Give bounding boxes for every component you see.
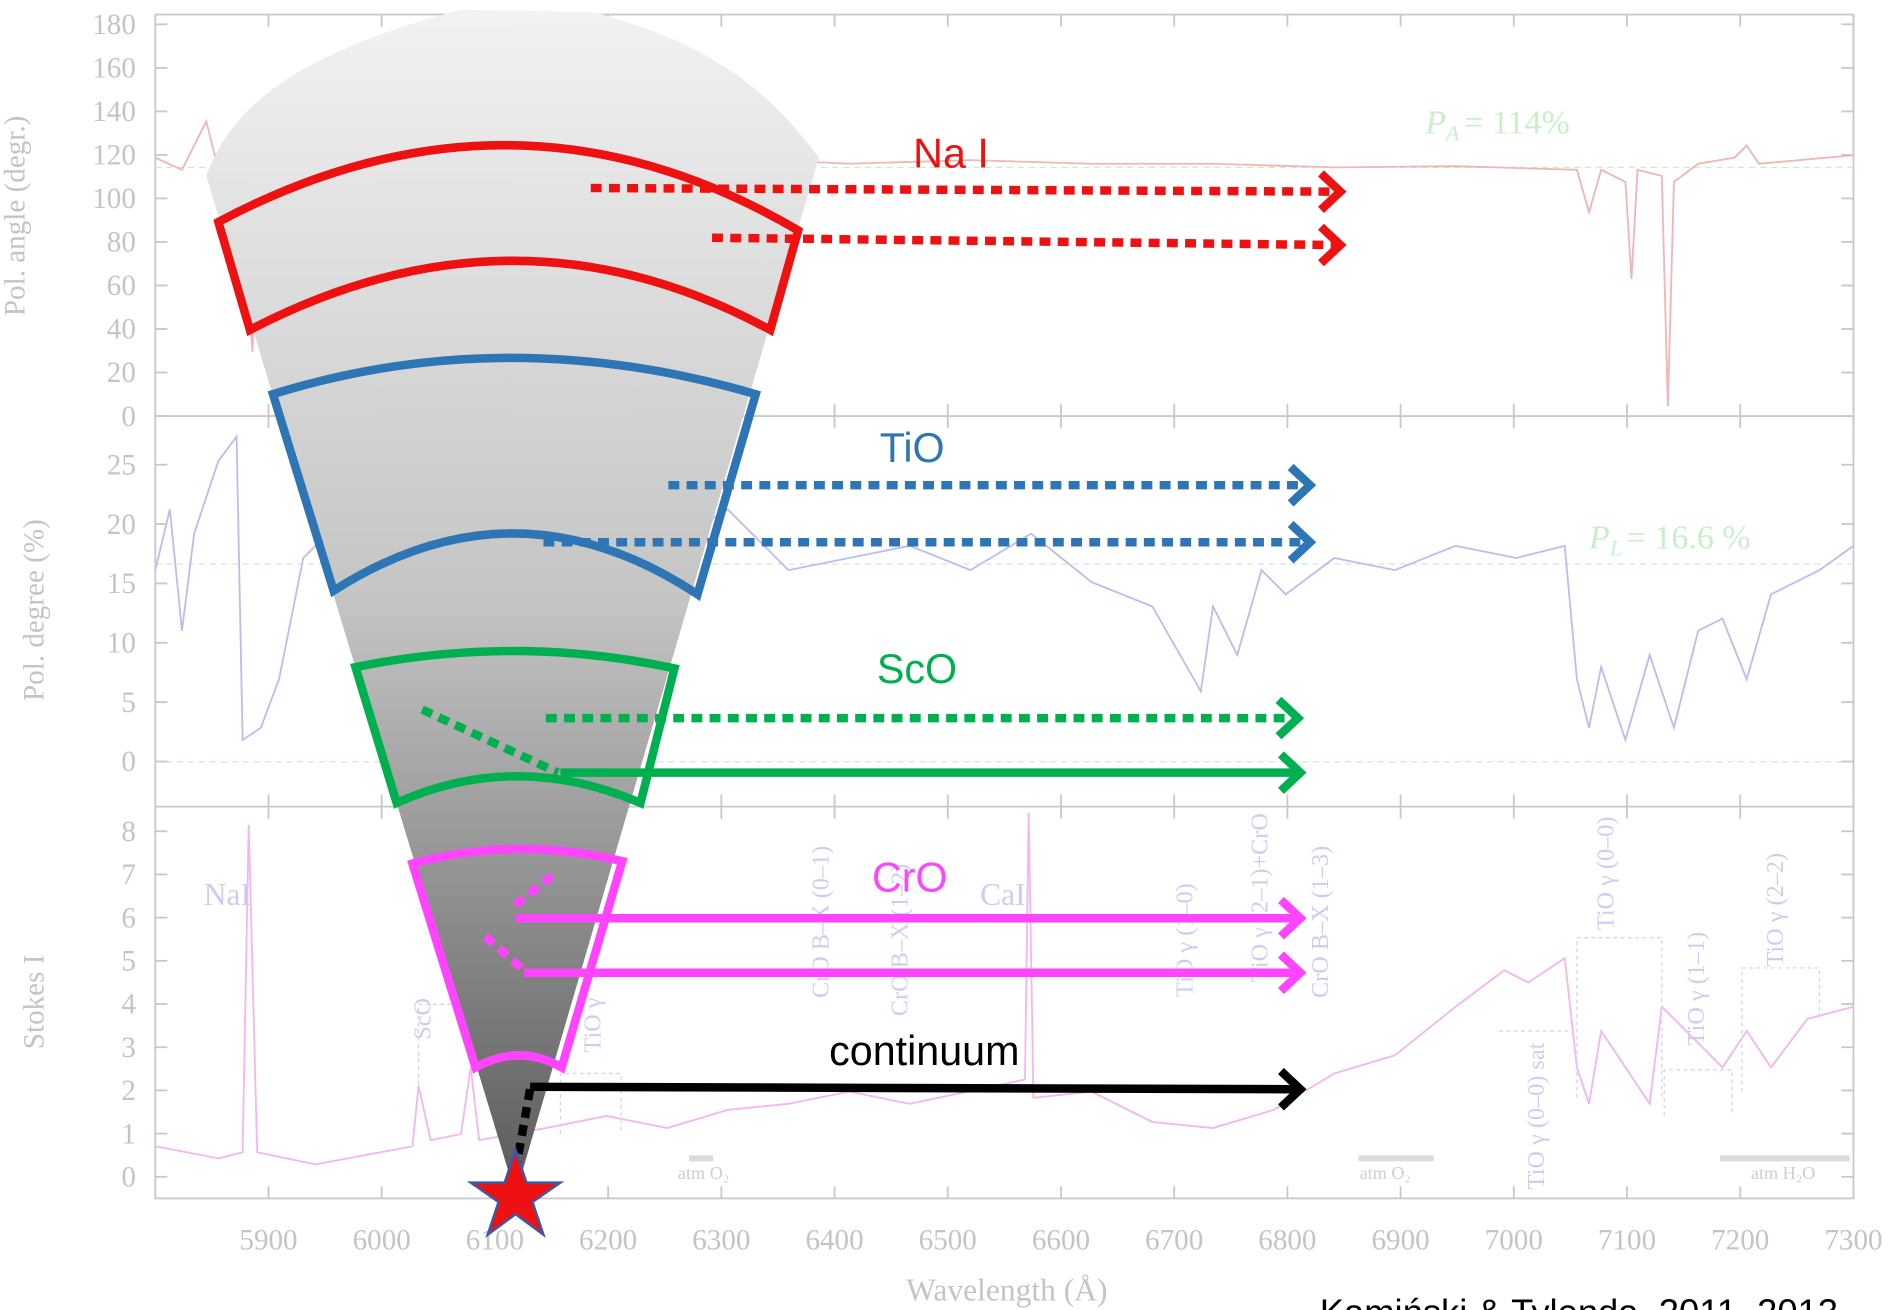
y-tick-label: 0 (121, 1162, 136, 1194)
band-label: TiO γ (2–2) (1762, 853, 1789, 967)
y-tick-label: 40 (107, 314, 136, 346)
y-tick-label: 15 (107, 568, 136, 600)
band-label: TiO γ (1–1) (1683, 932, 1710, 1046)
y-tick-label: 7 (121, 859, 136, 891)
annotation-subscript: A (1444, 122, 1460, 146)
y-tick-label: 20 (107, 509, 136, 541)
figure: Pol. angle (degr.) Pol. degree (%) Stoke… (0, 0, 1902, 1310)
y-tick-label: 140 (92, 96, 136, 128)
x-tick-label: 6400 (805, 1224, 863, 1256)
band-label: TiO γ (0–0) sat (1523, 1042, 1550, 1189)
caption: Kamiński & Tylenda, 2011, 2013 (1320, 1292, 1838, 1310)
x-tick-label: 6600 (1032, 1224, 1090, 1256)
y-axis-label: Pol. angle (degr.) (0, 116, 31, 316)
annotation-symbol: P (1588, 519, 1610, 556)
band-label: CrO B–X (1–3) (1307, 846, 1334, 998)
line-label: NaI (204, 877, 251, 912)
telluric-label: atm H₂O (1751, 1163, 1815, 1183)
y-tick-label: 5 (121, 946, 136, 978)
y-axis-label: Pol. degree (%) (19, 519, 51, 701)
shell-label: Na I (913, 130, 989, 176)
arrow-shaft (712, 238, 1335, 245)
x-tick-label: 7200 (1711, 1224, 1769, 1256)
telluric-label: atm O₂ (1360, 1163, 1411, 1183)
y-tick-label: 25 (107, 449, 136, 481)
annotation-symbol: P (1424, 104, 1446, 141)
x-tick-label: 6000 (353, 1224, 411, 1256)
y-tick-label: 100 (92, 183, 136, 215)
x-tick-label: 6500 (919, 1224, 977, 1256)
diagram: Na I TiO ScO CrO continuum (206, 10, 1340, 1235)
y-axis-label: Stokes I (19, 955, 51, 1050)
shell-label: continuum (829, 1028, 1019, 1074)
y-tick-label: 20 (107, 357, 136, 389)
y-tick-label: 180 (92, 9, 136, 41)
star (471, 1150, 561, 1235)
y-tick-label: 0 (121, 401, 136, 433)
y-tick-label: 2 (121, 1075, 136, 1107)
telluric-label: atm O₂ (678, 1163, 729, 1183)
x-tick-label: 6700 (1145, 1224, 1203, 1256)
annotation-subscript: L (1609, 537, 1622, 561)
y-tick-label: 8 (121, 816, 136, 848)
band-label: ScO (410, 998, 437, 1040)
band-label: TiO γ (2–1)+CrO (1247, 813, 1274, 982)
x-tick-label: 7300 (1824, 1224, 1882, 1256)
y-tick-label: 10 (107, 627, 136, 659)
annotation: PA= 114% (1424, 104, 1570, 145)
shell-label: CrO (872, 855, 948, 901)
y-tick-label: 120 (92, 140, 136, 172)
y-tick-label: 0 (121, 746, 136, 778)
x-tick-label: 5900 (239, 1224, 297, 1256)
y-tick-label: 1 (121, 1118, 136, 1150)
band-label: TiO γ (1–0) (1171, 883, 1198, 997)
y-tick-label: 5 (121, 687, 136, 719)
band-label: TiO γ (0–0) (1592, 817, 1619, 931)
x-tick-label: 6300 (692, 1224, 750, 1256)
annotation-text: = 16.6 % (1627, 519, 1751, 556)
arrow-shaft (530, 1087, 1295, 1089)
y-tick-label: 60 (107, 270, 136, 302)
y-tick-label: 4 (121, 989, 136, 1021)
shell-label: TiO (880, 425, 945, 471)
x-tick-label: 7100 (1598, 1224, 1656, 1256)
x-tick-label: 6900 (1371, 1224, 1429, 1256)
shell-label: ScO (877, 646, 957, 692)
x-tick-label: 6200 (579, 1224, 637, 1256)
x-tick-label: 6800 (1258, 1224, 1316, 1256)
y-tick-label: 160 (92, 53, 136, 85)
y-tick-label: 80 (107, 227, 136, 259)
x-axis-label: Wavelength (Å) (906, 1272, 1107, 1307)
line-label: CaI (980, 877, 1026, 912)
y-tick-label: 3 (121, 1032, 136, 1064)
y-tick-label: 6 (121, 902, 136, 934)
x-tick-label: 7000 (1485, 1224, 1543, 1256)
annotation-text: = 114% (1464, 104, 1570, 141)
annotation: PL= 16.6 % (1588, 519, 1751, 560)
arrow-shaft (591, 188, 1336, 192)
